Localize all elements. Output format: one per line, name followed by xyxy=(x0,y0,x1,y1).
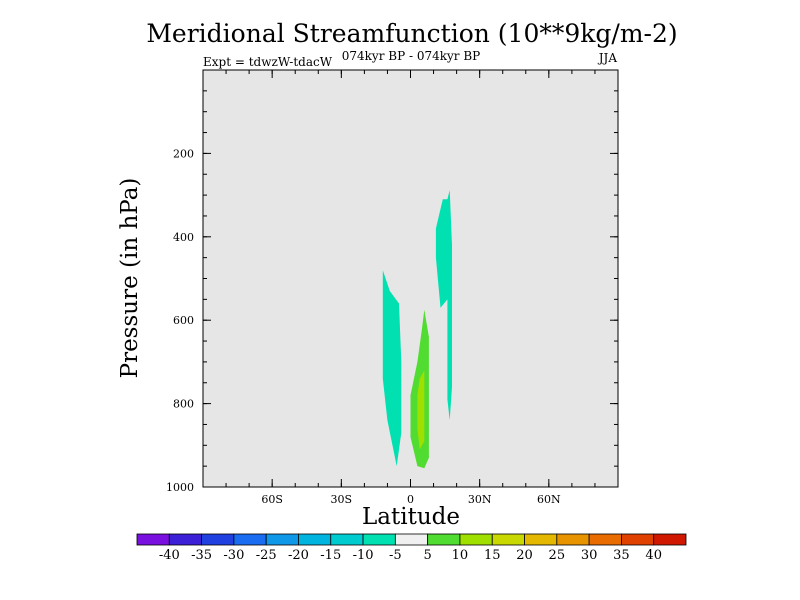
colorbar-label: -40 xyxy=(159,548,180,563)
y-tick-label: 200 xyxy=(173,147,194,160)
colorbar-label: 25 xyxy=(549,548,566,563)
experiment-label: Expt = tdwzW-tdacW xyxy=(203,55,333,69)
colorbar-box xyxy=(136,533,170,546)
contour-negative-cell-upper xyxy=(435,190,452,421)
colorbar-label: -25 xyxy=(256,548,277,563)
x-tick-label: 60N xyxy=(537,493,561,506)
colorbar-box xyxy=(653,533,687,546)
x-tick-label: 0 xyxy=(407,493,414,506)
x-tick-label: 60S xyxy=(261,493,283,506)
colorbar-box xyxy=(621,533,655,546)
y-tick-label: 800 xyxy=(173,398,194,411)
contour-negative-cell-lower xyxy=(382,270,402,467)
colorbar-label: -5 xyxy=(389,548,402,563)
x-tick-label: 30S xyxy=(331,493,353,506)
x-tick-label: 30N xyxy=(468,493,492,506)
colorbar-box xyxy=(298,533,332,546)
colorbar-label: -10 xyxy=(353,548,374,563)
colorbar-label: 30 xyxy=(581,548,598,563)
colorbar-label: 10 xyxy=(452,548,469,563)
colorbar-label: 5 xyxy=(424,548,432,563)
colorbar-box xyxy=(168,533,202,546)
y-tick-label: 1000 xyxy=(166,481,194,494)
contour-positive-cell-inner xyxy=(417,370,425,450)
colorbar-box xyxy=(491,533,525,546)
season-label: JJA xyxy=(597,51,618,65)
colorbar-label: -15 xyxy=(320,548,341,563)
colorbar-box xyxy=(524,533,558,546)
colorbar-box xyxy=(459,533,493,546)
colorbar-label: -35 xyxy=(191,548,212,563)
colorbar-box xyxy=(427,533,461,546)
x-axis-ticks: 60S 30S 0 30N 60N xyxy=(261,70,561,506)
y-axis-ticks: 200 400 600 800 1000 xyxy=(166,147,618,494)
contour-regions xyxy=(382,190,452,469)
colorbar-box xyxy=(556,533,590,546)
colorbar-box xyxy=(330,533,364,546)
colorbar-label: 20 xyxy=(516,548,533,563)
y-axis-title: Pressure (in hPa) xyxy=(117,178,143,379)
chart-title: Meridional Streamfunction (10**9kg/m-2) xyxy=(146,19,677,48)
colorbar-label: 15 xyxy=(484,548,501,563)
x-axis-title: Latitude xyxy=(362,504,460,530)
colorbar-box xyxy=(588,533,622,546)
colorbar-box xyxy=(362,533,396,546)
colorbar-box xyxy=(233,533,267,546)
colorbar-box xyxy=(201,533,235,546)
time-range-label: 074kyr BP - 074kyr BP xyxy=(342,49,480,63)
colorbar-box xyxy=(394,533,429,546)
colorbar-label: -20 xyxy=(288,548,309,563)
colorbar-label: -30 xyxy=(223,548,244,563)
colorbar-label: 35 xyxy=(613,548,630,563)
colorbar: -40 -35 -30 -25 -20 -15 -10 -5 5 10 15 20 25 30 35 40 xyxy=(136,533,687,563)
colorbar-label: 40 xyxy=(645,548,662,563)
plot-frame xyxy=(202,69,619,488)
y-tick-label: 400 xyxy=(173,231,194,244)
colorbar-box xyxy=(265,533,299,546)
y-tick-label: 600 xyxy=(173,314,194,327)
